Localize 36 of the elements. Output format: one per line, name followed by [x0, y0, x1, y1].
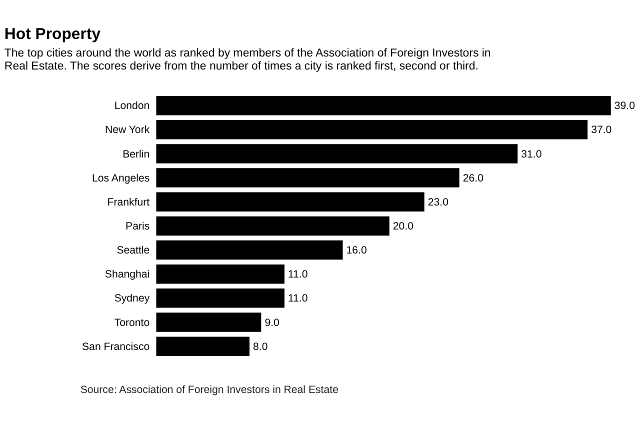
- bar: [156, 216, 390, 236]
- bar: [156, 168, 460, 188]
- y-tick-label: New York: [104, 124, 150, 136]
- y-tick-label: Shanghai: [104, 268, 150, 281]
- bar: [156, 288, 284, 308]
- bar: [156, 264, 284, 284]
- bar: [156, 192, 424, 212]
- data-label: 20.0: [392, 220, 414, 232]
- bar: [156, 240, 343, 260]
- data-label: 16.0: [346, 244, 367, 257]
- y-tick-label: Sydney: [114, 292, 150, 305]
- chart-title: Hot Property: [4, 26, 101, 43]
- data-label: 9.0: [264, 316, 280, 329]
- data-label: 8.0: [253, 340, 268, 353]
- data-label: 37.0: [591, 124, 612, 136]
- data-label: 23.0: [428, 196, 449, 208]
- y-tick-label: San Francisco: [82, 340, 150, 353]
- data-label: 39.0: [614, 100, 636, 112]
- chart-subtitle: The top cities around the world as ranked by members of the Association of Foreign Investors in Real Estate. The scores derive from the number of times a city is ranked first, second or third.: [4, 47, 491, 73]
- y-tick-label: Toronto: [114, 316, 150, 329]
- data-label: 11.0: [288, 292, 308, 305]
- y-tick-label: Seattle: [116, 244, 150, 257]
- bar: [156, 144, 518, 164]
- y-tick-label: Berlin: [122, 148, 150, 160]
- source-note: Source: Association of Foreign Investors in Real Estate: [80, 384, 339, 396]
- bar: [156, 336, 250, 356]
- data-label: 31.0: [521, 148, 542, 160]
- data-label: 26.0: [462, 172, 484, 184]
- y-tick-label: London: [114, 100, 150, 112]
- bar: [156, 120, 588, 140]
- y-tick-label: Paris: [126, 220, 150, 232]
- bar: [156, 312, 262, 332]
- bar: [156, 96, 611, 116]
- data-label: 11.0: [288, 268, 308, 281]
- y-tick-label: Frankfurt: [107, 196, 150, 208]
- y-tick-label: Los Angeles: [92, 172, 150, 184]
